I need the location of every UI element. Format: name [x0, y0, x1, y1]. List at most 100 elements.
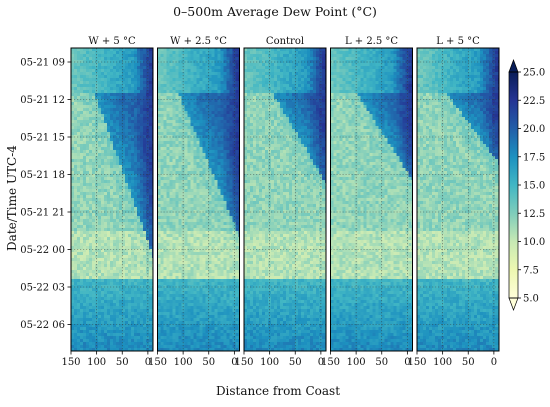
field-cell — [224, 108, 227, 111]
field-cell — [239, 177, 242, 180]
field-cell — [218, 234, 221, 237]
field-cell — [152, 132, 155, 135]
field-cell — [206, 105, 209, 108]
field-cell — [179, 243, 182, 246]
field-cell — [212, 198, 215, 201]
field-cell — [167, 126, 170, 129]
field-cell — [170, 141, 173, 144]
field-cell — [74, 96, 77, 99]
field-cell — [215, 192, 218, 195]
field-cell — [101, 270, 104, 273]
field-cell — [104, 276, 107, 279]
field-cell — [80, 129, 83, 132]
field-cell — [236, 51, 239, 54]
field-cell — [119, 183, 122, 186]
field-cell — [149, 147, 152, 150]
field-cell — [152, 207, 155, 210]
field-cell — [185, 210, 188, 213]
field-cell — [101, 132, 104, 135]
field-cell — [191, 267, 194, 270]
field-cell — [176, 117, 179, 120]
field-cell — [173, 222, 176, 225]
field-cell — [200, 57, 203, 60]
field-cell — [212, 63, 215, 66]
field-cell — [197, 123, 200, 126]
field-cell — [77, 171, 80, 174]
field-cell — [116, 243, 119, 246]
field-cell — [74, 54, 77, 57]
field-cell — [80, 291, 83, 294]
field-cell — [170, 78, 173, 81]
field-cell — [215, 228, 218, 231]
field-cell — [188, 126, 191, 129]
field-cell — [125, 177, 128, 180]
field-cell — [224, 216, 227, 219]
field-cell — [221, 156, 224, 159]
field-cell — [203, 180, 206, 183]
field-cell — [230, 180, 233, 183]
field-cell — [89, 300, 92, 303]
field-cell — [191, 102, 194, 105]
field-cell — [149, 84, 152, 87]
field-cell — [200, 60, 203, 63]
field-cell — [167, 150, 170, 153]
field-cell — [185, 129, 188, 132]
field-cell — [212, 267, 215, 270]
field-cell — [77, 84, 80, 87]
field-cell — [119, 315, 122, 318]
field-cell — [218, 255, 221, 258]
field-cell — [74, 345, 77, 348]
field-cell — [86, 78, 89, 81]
field-cell — [137, 195, 140, 198]
field-cell — [89, 330, 92, 333]
field-cell — [104, 264, 107, 267]
field-cell — [170, 144, 173, 147]
field-cell — [92, 255, 95, 258]
field-cell — [86, 201, 89, 204]
field-cell — [200, 114, 203, 117]
field-cell — [221, 204, 224, 207]
field-cell — [152, 228, 155, 231]
field-cell — [230, 84, 233, 87]
field-cell — [197, 243, 200, 246]
field-cell — [131, 126, 134, 129]
field-cell — [143, 108, 146, 111]
field-cell — [101, 126, 104, 129]
field-cell — [80, 312, 83, 315]
field-cell — [188, 180, 191, 183]
field-cell — [173, 264, 176, 267]
field-cell — [173, 234, 176, 237]
field-cell — [113, 51, 116, 54]
field-cell — [83, 147, 86, 150]
field-cell — [176, 144, 179, 147]
field-cell — [179, 171, 182, 174]
field-cell — [140, 285, 143, 288]
field-cell — [77, 183, 80, 186]
field-cell — [206, 60, 209, 63]
field-cell — [191, 78, 194, 81]
field-cell — [119, 207, 122, 210]
field-cell — [167, 258, 170, 261]
field-cell — [119, 96, 122, 99]
field-cell — [185, 138, 188, 141]
field-cell — [86, 57, 89, 60]
field-cell — [191, 213, 194, 216]
field-cell — [173, 153, 176, 156]
field-cell — [125, 225, 128, 228]
field-cell — [131, 294, 134, 297]
field-cell — [224, 57, 227, 60]
field-cell — [116, 294, 119, 297]
field-cell — [101, 177, 104, 180]
field-cell — [200, 225, 203, 228]
field-cell — [131, 123, 134, 126]
field-cell — [221, 261, 224, 264]
field-cell — [188, 93, 191, 96]
field-cell — [110, 171, 113, 174]
field-cell — [107, 195, 110, 198]
field-cell — [224, 60, 227, 63]
field-cell — [143, 102, 146, 105]
field-cell — [170, 132, 173, 135]
field-cell — [131, 297, 134, 300]
field-cell — [110, 309, 113, 312]
